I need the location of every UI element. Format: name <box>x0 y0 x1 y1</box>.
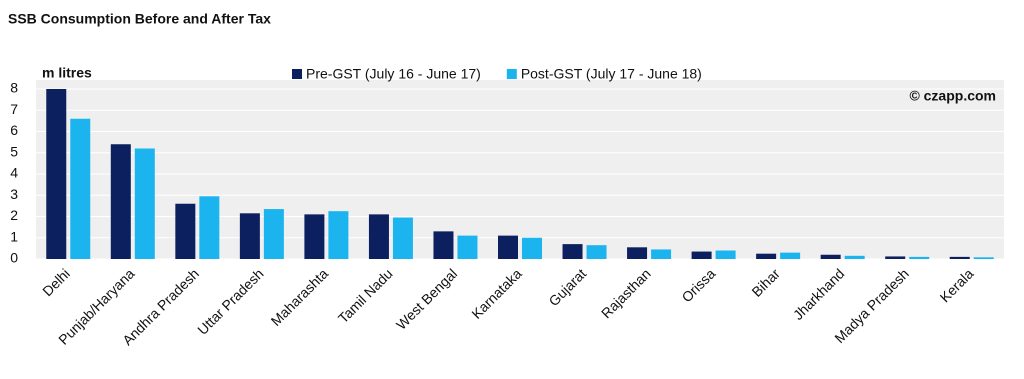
bar <box>199 196 220 259</box>
bar <box>433 231 454 259</box>
bar <box>175 203 196 259</box>
y-tick-label: 8 <box>10 80 18 96</box>
bar <box>627 247 648 259</box>
x-tick-label: Gujarat <box>545 265 589 309</box>
x-tick-label: Bihar <box>748 265 783 300</box>
bar <box>780 252 801 259</box>
bar <box>498 235 518 259</box>
x-tick-label: Maharashta <box>268 265 332 329</box>
bar <box>562 244 583 259</box>
bar <box>368 214 389 259</box>
bar <box>973 257 994 259</box>
bar <box>134 148 155 259</box>
bar <box>392 217 413 259</box>
y-axis-label: m litres <box>42 65 92 81</box>
y-tick-label: 1 <box>10 228 18 244</box>
bar <box>651 249 672 259</box>
x-tick-label: West Bengal <box>393 265 460 332</box>
bar <box>110 144 131 259</box>
chart-title: SSB Consumption Before and After Tax <box>8 11 271 27</box>
bar <box>70 118 91 259</box>
bar <box>885 256 906 259</box>
legend-swatch <box>292 69 302 79</box>
x-tick-label: Uttar Pradesh <box>194 265 266 337</box>
bar <box>909 256 930 259</box>
bar <box>328 211 349 259</box>
x-tick-label: Tamil Nadu <box>335 265 396 326</box>
bar <box>756 253 777 259</box>
bar <box>263 209 284 259</box>
x-tick-label: Orissa <box>678 265 718 305</box>
bar <box>522 237 542 259</box>
bar <box>46 89 67 259</box>
y-tick-label: 4 <box>10 165 18 181</box>
x-tick-label: Jharkhand <box>790 265 848 323</box>
bar <box>586 245 607 259</box>
x-tick-label: Rajasthan <box>598 265 654 321</box>
legend-label: Post-GST (July 17 - June 18) <box>521 66 702 82</box>
bar <box>844 255 865 259</box>
y-tick-label: 7 <box>10 101 18 117</box>
bar <box>457 235 478 259</box>
bar <box>691 251 712 259</box>
annotation: © czapp.com <box>909 88 996 104</box>
y-tick-label: 2 <box>10 207 18 223</box>
bar <box>949 256 970 259</box>
bar <box>715 250 736 259</box>
legend-label: Pre-GST (July 16 - June 17) <box>306 66 481 82</box>
legend-swatch <box>506 69 517 79</box>
bar <box>239 213 260 259</box>
y-tick-label: 3 <box>10 186 18 202</box>
y-tick-label: 6 <box>10 122 18 138</box>
x-tick-label: Delhi <box>39 265 73 299</box>
y-tick-label: 0 <box>10 250 18 266</box>
bar <box>820 254 841 259</box>
bar <box>304 214 325 259</box>
y-tick-label: 5 <box>10 143 18 159</box>
x-tick-label: Karnataka <box>468 265 525 322</box>
x-tick-label: Kerala <box>937 265 977 305</box>
